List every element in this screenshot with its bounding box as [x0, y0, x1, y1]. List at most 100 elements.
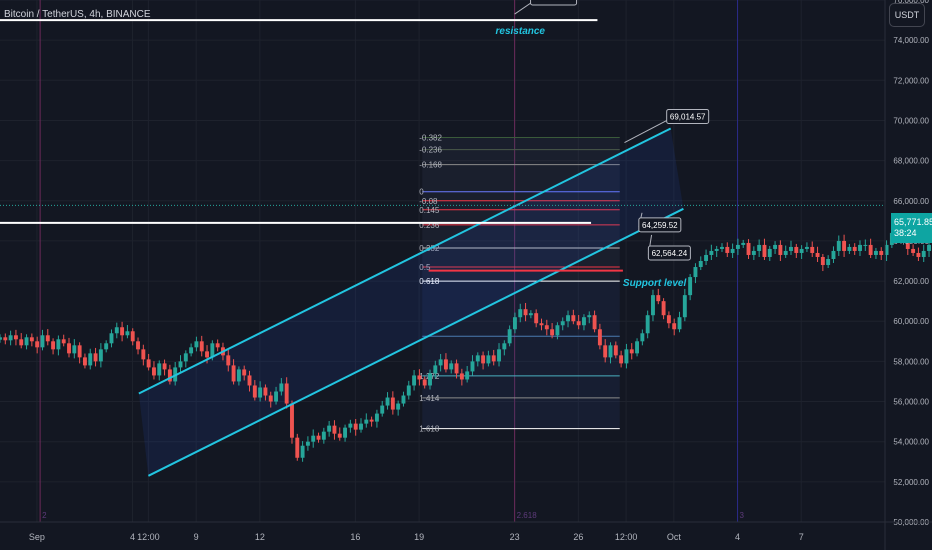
- candle-body: [19, 339, 24, 346]
- price-callout-box: [666, 108, 710, 124]
- candle-body: [210, 343, 215, 358]
- candle-body: [390, 397, 395, 410]
- candle-body: [773, 244, 778, 249]
- candle-body: [268, 395, 273, 402]
- candle-body: [560, 321, 565, 326]
- currency-unit-button[interactable]: USDT: [889, 3, 925, 27]
- candle-body: [258, 387, 263, 398]
- candle-body: [337, 433, 342, 438]
- candle-body: [767, 248, 772, 257]
- candle-body: [645, 315, 650, 334]
- candle-body: [3, 337, 8, 341]
- time-axis-label: 4: [130, 532, 135, 542]
- price-callout-pointer: [624, 118, 671, 143]
- price-axis-label: 68,000.00: [893, 157, 929, 166]
- candle-body: [682, 295, 687, 318]
- candle-body: [741, 242, 746, 245]
- candle-body: [40, 335, 45, 348]
- candle-body: [374, 413, 379, 422]
- candle-body: [146, 359, 151, 368]
- candle-body: [369, 419, 374, 422]
- candle-body: [592, 315, 597, 330]
- price-axis-label: 54,000.00: [893, 438, 929, 447]
- candle-body: [709, 250, 714, 255]
- candle-body: [0, 337, 2, 340]
- candle-body: [539, 323, 544, 326]
- candle-body: [762, 244, 767, 257]
- candle-body: [619, 355, 624, 364]
- candle-body: [226, 355, 231, 366]
- candle-body: [512, 317, 517, 330]
- candle-body: [576, 321, 581, 326]
- candle-body: [911, 248, 916, 253]
- fib-level-label: 0.145: [419, 206, 440, 215]
- candle-body: [858, 244, 862, 251]
- candle-body: [93, 353, 98, 362]
- candle-body: [183, 353, 188, 362]
- candle-body: [624, 349, 629, 364]
- price-axis-label: 60,000.00: [893, 317, 929, 326]
- candle-body: [433, 365, 438, 374]
- candle-body: [205, 351, 209, 358]
- candle-body: [587, 315, 592, 318]
- candle-body: [67, 343, 71, 354]
- candle-body: [640, 333, 645, 342]
- candle-body: [348, 423, 353, 428]
- candle-body: [263, 387, 268, 396]
- candle-body: [651, 295, 655, 316]
- fib-time-label: 2: [42, 511, 47, 520]
- candle-body: [868, 244, 873, 255]
- candle-body: [274, 391, 279, 402]
- fib-level-label: 1.414: [419, 394, 440, 403]
- price-callout-box: [638, 217, 682, 233]
- candle-body: [693, 267, 698, 278]
- price-axis-label: 74,000.00: [893, 36, 929, 45]
- candle-body: [316, 435, 321, 440]
- candle-body: [672, 323, 677, 330]
- time-axis-label: 7: [799, 532, 804, 542]
- fib-level-label: 0: [419, 188, 424, 197]
- candle-body: [327, 425, 332, 432]
- time-axis-label: Oct: [667, 532, 682, 542]
- candle-body: [746, 242, 751, 255]
- symbol-title[interactable]: Bitcoin / TetherUS, 4h, BINANCE: [4, 9, 151, 20]
- candle-body: [353, 423, 358, 430]
- candle-body: [720, 246, 724, 249]
- candle-body: [29, 337, 34, 342]
- candle-body: [454, 363, 459, 374]
- candle-body: [8, 335, 13, 341]
- candle-body: [178, 361, 183, 368]
- candle-body: [422, 379, 427, 386]
- candle-body: [475, 355, 480, 362]
- candle-body: [406, 385, 411, 396]
- candle-body: [24, 337, 29, 346]
- candle-body: [688, 277, 693, 296]
- fib-level-label: 0.236: [419, 221, 440, 230]
- candle-body: [252, 385, 257, 398]
- price-callout-label: 64,259.52: [642, 221, 678, 230]
- candle-body: [284, 383, 289, 404]
- candle-body: [879, 250, 884, 255]
- candle-body: [656, 295, 661, 302]
- candle-body: [401, 395, 406, 404]
- candle-body: [56, 339, 61, 350]
- candle-body: [438, 359, 443, 366]
- candle-body: [385, 397, 390, 406]
- candle-body: [534, 313, 539, 324]
- candle-body: [465, 371, 470, 380]
- fib-level-label: 1.618: [419, 425, 440, 434]
- candle-body: [332, 425, 337, 434]
- candle-body: [789, 246, 793, 251]
- candle-body: [470, 361, 475, 372]
- candle-body: [242, 369, 247, 376]
- price-callout-label: 62,564.24: [652, 249, 688, 258]
- candle-body: [842, 240, 847, 251]
- candle-body: [290, 403, 294, 438]
- candle-body: [566, 315, 570, 322]
- candle-body: [130, 331, 135, 342]
- candle-body: [794, 246, 799, 253]
- candle-body: [189, 347, 194, 354]
- fib-time-label: 3: [740, 511, 745, 520]
- candle-body: [125, 331, 130, 336]
